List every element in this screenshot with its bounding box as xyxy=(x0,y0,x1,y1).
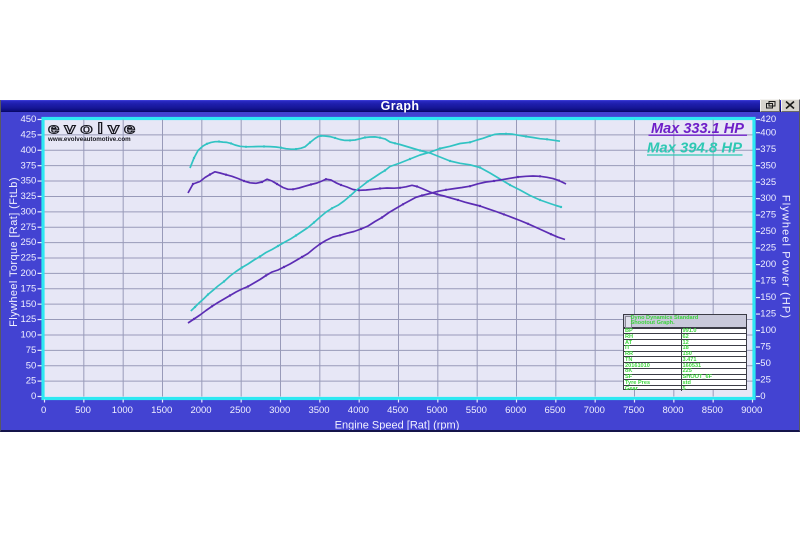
svg-text:8000: 8000 xyxy=(662,405,683,416)
svg-text:9000: 9000 xyxy=(741,405,762,416)
svg-text:325: 325 xyxy=(760,177,776,188)
svg-text:450: 450 xyxy=(20,114,36,125)
svg-text:50: 50 xyxy=(26,360,37,371)
svg-text:250: 250 xyxy=(760,226,776,237)
svg-text:275: 275 xyxy=(760,210,776,221)
svg-text:150: 150 xyxy=(20,299,36,310)
svg-text:250: 250 xyxy=(20,237,36,248)
svg-text:400: 400 xyxy=(20,145,36,156)
svg-text:8500: 8500 xyxy=(702,405,723,416)
svg-text:225: 225 xyxy=(20,253,36,264)
svg-text:350: 350 xyxy=(760,160,776,171)
svg-text:1500: 1500 xyxy=(151,405,172,416)
svg-text:200: 200 xyxy=(20,268,36,279)
svg-text:Flywheel Torque [Rat] (FtLb): Flywheel Torque [Rat] (FtLb) xyxy=(8,177,20,327)
svg-text:7000: 7000 xyxy=(584,405,605,416)
svg-text:evolve: evolve xyxy=(48,120,140,137)
svg-text:6000: 6000 xyxy=(505,405,526,416)
svg-text:75: 75 xyxy=(26,345,37,356)
svg-text:175: 175 xyxy=(20,283,36,294)
svg-text:375: 375 xyxy=(760,144,776,155)
svg-text:300: 300 xyxy=(760,193,776,204)
svg-text:Max 333.1 HP: Max 333.1 HP xyxy=(651,121,744,137)
svg-text:25: 25 xyxy=(26,376,37,387)
svg-text:25: 25 xyxy=(760,375,771,386)
svg-text:0: 0 xyxy=(41,405,46,416)
svg-text:325: 325 xyxy=(20,191,36,202)
svg-text:150: 150 xyxy=(760,292,776,303)
svg-text:125: 125 xyxy=(20,314,36,325)
svg-text:6500: 6500 xyxy=(544,405,565,416)
svg-text:Flywheel Power (HP): Flywheel Power (HP) xyxy=(780,195,792,319)
svg-text:100: 100 xyxy=(20,330,36,341)
svg-text:350: 350 xyxy=(20,176,36,187)
svg-text:200: 200 xyxy=(760,259,776,270)
svg-text:425: 425 xyxy=(20,129,36,140)
svg-text:50: 50 xyxy=(760,358,771,369)
svg-text:www.evolveautomotive.com: www.evolveautomotive.com xyxy=(47,136,131,143)
svg-text:5500: 5500 xyxy=(466,405,487,416)
svg-text:1000: 1000 xyxy=(112,405,133,416)
svg-text:4500: 4500 xyxy=(387,405,408,416)
svg-text:100: 100 xyxy=(760,325,776,336)
svg-text:Engine Speed [Rat] (rpm): Engine Speed [Rat] (rpm) xyxy=(335,420,460,432)
svg-text:375: 375 xyxy=(20,160,36,171)
svg-text:300: 300 xyxy=(20,206,36,217)
svg-text:0: 0 xyxy=(760,391,765,402)
svg-text:7500: 7500 xyxy=(623,405,644,416)
svg-text:3000: 3000 xyxy=(269,405,290,416)
svg-text:4000: 4000 xyxy=(348,405,369,416)
svg-text:275: 275 xyxy=(20,222,36,233)
svg-text:3500: 3500 xyxy=(308,405,329,416)
svg-text:420: 420 xyxy=(760,114,776,125)
svg-text:2000: 2000 xyxy=(190,405,211,416)
svg-text:400: 400 xyxy=(760,127,776,138)
svg-text:2500: 2500 xyxy=(230,405,251,416)
svg-text:225: 225 xyxy=(760,243,776,254)
svg-text:500: 500 xyxy=(75,405,91,416)
svg-text:5000: 5000 xyxy=(426,405,447,416)
svg-text:Max 394.8 HP: Max 394.8 HP xyxy=(647,141,742,157)
svg-text:0: 0 xyxy=(31,391,36,402)
svg-text:75: 75 xyxy=(760,342,771,353)
svg-text:175: 175 xyxy=(760,276,776,287)
svg-text:125: 125 xyxy=(760,309,776,320)
